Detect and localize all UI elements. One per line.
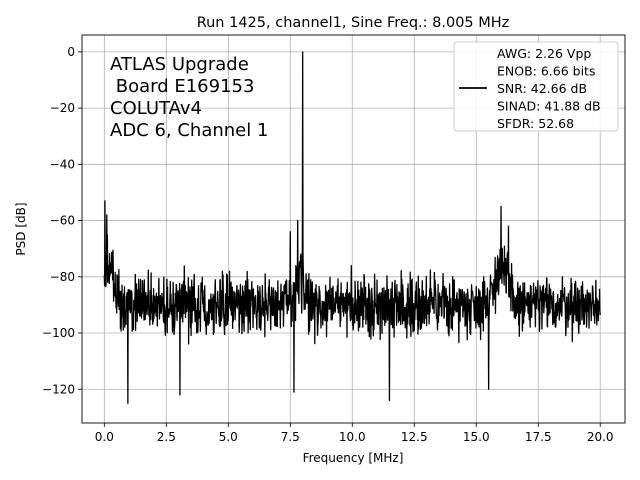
x-tick-label: 7.5 bbox=[281, 430, 300, 444]
legend-line: SINAD: 41.88 dB bbox=[497, 99, 601, 114]
psd-series-line bbox=[103, 51, 601, 404]
y-axis: 0 −20 −40 −60 −80 −100 −120 bbox=[42, 45, 82, 396]
plot-area bbox=[103, 51, 601, 404]
y-tick-label: −40 bbox=[50, 157, 75, 171]
x-tick-label: 17.5 bbox=[525, 430, 552, 444]
plot-frame bbox=[81, 34, 626, 424]
x-axis-label: Frequency [MHz] bbox=[303, 451, 404, 465]
legend-line: AWG: 2.26 Vpp bbox=[497, 46, 591, 61]
legend: AWG: 2.26 Vpp ENOB: 6.66 bits SNR: 42.66 d… bbox=[453, 41, 619, 132]
annotation-line: ATLAS Upgrade bbox=[110, 54, 249, 75]
y-axis-label: PSD [dB] bbox=[14, 202, 28, 255]
annotation-line: Board E169153 bbox=[110, 76, 254, 97]
y-tick-label: 0 bbox=[67, 45, 75, 59]
y-tick-label: −60 bbox=[50, 214, 75, 228]
y-tick-label: −120 bbox=[42, 382, 75, 396]
x-axis: 0.0 2.5 5.0 7.5 10.0 12.5 15.0 17.5 20.0 bbox=[95, 423, 614, 444]
legend-line: ENOB: 6.66 bits bbox=[497, 64, 595, 79]
legend-line: SNR: 42.66 dB bbox=[497, 81, 587, 96]
legend-box bbox=[453, 41, 619, 132]
annotation-line: COLUTAv4 bbox=[110, 98, 202, 119]
y-tick-label: −20 bbox=[50, 101, 75, 115]
grid bbox=[82, 35, 625, 423]
y-tick-label: −100 bbox=[42, 326, 75, 340]
y-tick-label: −80 bbox=[50, 270, 75, 284]
x-tick-label: 12.5 bbox=[401, 430, 428, 444]
x-tick-label: 20.0 bbox=[587, 430, 614, 444]
x-tick-label: 15.0 bbox=[463, 430, 490, 444]
x-tick-label: 5.0 bbox=[219, 430, 238, 444]
x-tick-label: 0.0 bbox=[95, 430, 114, 444]
chart-title: Run 1425, channel1, Sine Freq.: 8.005 MH… bbox=[197, 15, 510, 31]
x-tick-label: 2.5 bbox=[157, 430, 176, 444]
legend-line: SFDR: 52.68 bbox=[497, 116, 574, 131]
x-tick-label: 10.0 bbox=[339, 430, 366, 444]
annotation-line: ADC 6, Channel 1 bbox=[110, 120, 268, 141]
